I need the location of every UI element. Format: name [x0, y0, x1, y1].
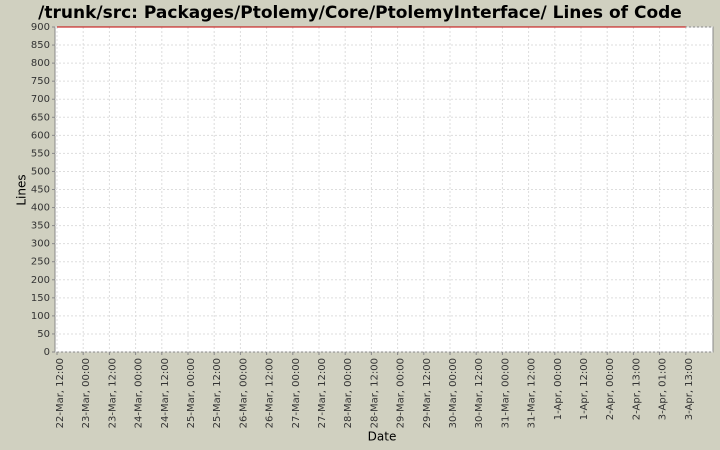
- y-tick-label: 250: [31, 257, 50, 268]
- x-tick-label: 2-Apr, 00:00: [605, 358, 616, 420]
- y-axis-label: Lines: [15, 174, 29, 205]
- y-tick-label: 400: [31, 203, 50, 214]
- chart-title: /trunk/src: Packages/Ptolemy/Core/Ptolem…: [38, 3, 682, 23]
- x-tick-label: 2-Apr, 13:00: [631, 358, 642, 420]
- x-tick-label: 23-Mar, 00:00: [81, 358, 92, 428]
- x-tick-label: 24-Mar, 12:00: [160, 358, 171, 428]
- x-tick-label: 3-Apr, 01:00: [658, 358, 669, 420]
- y-tick-label: 150: [31, 293, 50, 304]
- x-tick-label: 25-Mar, 12:00: [212, 358, 223, 428]
- y-tick-label: 550: [31, 148, 50, 159]
- x-tick-label: 28-Mar, 00:00: [343, 358, 354, 428]
- x-tick-label: 24-Mar, 00:00: [134, 358, 145, 428]
- x-tick-label: 25-Mar, 00:00: [186, 358, 197, 428]
- x-tick-label: 29-Mar, 12:00: [422, 358, 433, 428]
- y-tick-label: 300: [31, 239, 50, 250]
- x-tick-label: 30-Mar, 12:00: [474, 358, 485, 428]
- x-tick-label: 1-Apr, 00:00: [553, 358, 564, 420]
- y-tick-label: 450: [31, 185, 50, 196]
- x-tick-label: 27-Mar, 00:00: [291, 358, 302, 428]
- x-tick-label: 3-Apr, 13:00: [684, 358, 695, 420]
- y-tick-label: 800: [31, 58, 50, 69]
- x-tick-label: 26-Mar, 12:00: [265, 358, 276, 428]
- y-tick-label: 750: [31, 76, 50, 87]
- y-tick-label: 600: [31, 130, 50, 141]
- x-tick-label: 29-Mar, 00:00: [396, 358, 407, 428]
- y-tick-label: 200: [31, 275, 50, 286]
- x-tick-label: 26-Mar, 00:00: [238, 358, 249, 428]
- y-tick-label: 500: [31, 166, 50, 177]
- x-tick-label: 1-Apr, 12:00: [579, 358, 590, 420]
- x-tick-label: 28-Mar, 12:00: [369, 358, 380, 428]
- x-tick-label: 22-Mar, 12:00: [55, 358, 66, 428]
- y-tick-label: 350: [31, 221, 50, 232]
- x-tick-label: 31-Mar, 00:00: [500, 358, 511, 428]
- x-tick-label: 23-Mar, 12:00: [107, 358, 118, 428]
- x-tick-label: 30-Mar, 00:00: [448, 358, 459, 428]
- x-axis-label: Date: [368, 430, 397, 444]
- y-tick-label: 0: [44, 347, 50, 358]
- y-tick-label: 900: [31, 22, 50, 33]
- y-tick-label: 100: [31, 311, 50, 322]
- y-tick-label: 850: [31, 40, 50, 51]
- y-tick-label: 650: [31, 112, 50, 123]
- x-tick-label: 27-Mar, 12:00: [317, 358, 328, 428]
- y-tick-label: 700: [31, 94, 50, 105]
- y-tick-label: 50: [37, 329, 50, 340]
- x-tick-label: 31-Mar, 12:00: [527, 358, 538, 428]
